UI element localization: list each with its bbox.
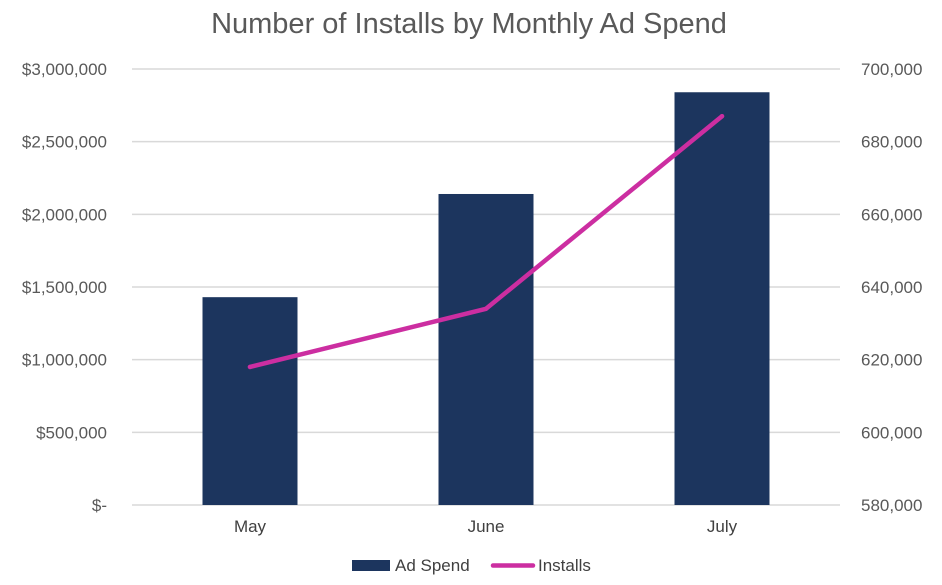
left-axis-tick-label: $1,000,000	[22, 351, 107, 370]
category-label-july: July	[707, 517, 738, 536]
right-axis-tick-label: 600,000	[861, 423, 922, 442]
right-axis-tick-label: 640,000	[861, 278, 922, 297]
installs-point-july	[719, 114, 725, 119]
left-axis-tick-label: $500,000	[36, 423, 107, 442]
legend-label-installs: Installs	[538, 556, 591, 575]
right-axis-tick-label: 620,000	[861, 351, 922, 370]
left-axis-tick-label: $3,000,000	[22, 60, 107, 79]
category-label-may: May	[234, 517, 267, 536]
installs-point-may	[247, 364, 253, 370]
right-axis-tick-label: 700,000	[861, 60, 922, 79]
left-axis-tick-label: $-	[92, 496, 107, 515]
right-axis-tick-label: 580,000	[861, 496, 922, 515]
ad-spend-bars	[202, 92, 770, 506]
ad-spend-bar-june	[438, 193, 534, 505]
chart-title: Number of Installs by Monthly Ad Spend	[211, 8, 727, 40]
ad-spend-bar-july	[674, 92, 770, 506]
left-axis-tick-label: $2,000,000	[22, 205, 107, 224]
right-axis-ticks: 580,000 600,000 620,000 640,000 660,000 680,0…	[861, 60, 922, 515]
category-labels: May June July	[234, 517, 738, 536]
right-axis-tick-label: 680,000	[861, 133, 922, 152]
category-label-june: June	[468, 517, 505, 536]
installs-line-layer	[247, 113, 725, 370]
ad-spend-bar-may	[202, 297, 298, 505]
legend: Ad Spend Installs	[352, 556, 591, 575]
left-axis-tick-label: $1,500,000	[22, 278, 107, 297]
right-axis-tick-label: 660,000	[861, 205, 922, 224]
left-axis-tick-label: $2,500,000	[22, 133, 107, 152]
legend-swatch-ad-spend	[352, 560, 390, 571]
installs-point-june	[483, 306, 489, 311]
legend-label-ad-spend: Ad Spend	[395, 556, 470, 575]
left-axis-ticks: $- $500,000 $1,000,000 $1,500,000 $2,000,000…	[22, 60, 107, 515]
